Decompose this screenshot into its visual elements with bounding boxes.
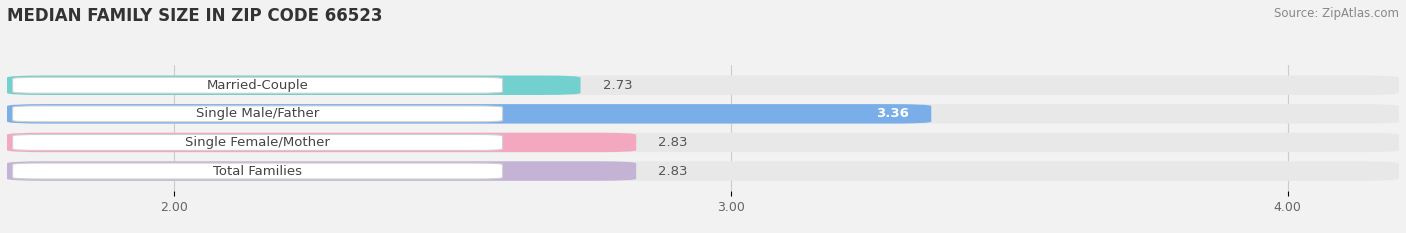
Text: Total Families: Total Families (214, 164, 302, 178)
FancyBboxPatch shape (7, 133, 1399, 152)
Text: Married-Couple: Married-Couple (207, 79, 308, 92)
Text: 2.83: 2.83 (658, 164, 688, 178)
FancyBboxPatch shape (7, 133, 636, 152)
FancyBboxPatch shape (13, 106, 502, 122)
FancyBboxPatch shape (7, 75, 1399, 95)
Text: Single Male/Father: Single Male/Father (195, 107, 319, 120)
FancyBboxPatch shape (13, 77, 502, 93)
FancyBboxPatch shape (7, 104, 931, 123)
FancyBboxPatch shape (7, 75, 581, 95)
Text: 3.36: 3.36 (876, 107, 910, 120)
Text: 2.83: 2.83 (658, 136, 688, 149)
FancyBboxPatch shape (7, 104, 1399, 123)
FancyBboxPatch shape (7, 161, 1399, 181)
Text: 2.73: 2.73 (603, 79, 633, 92)
FancyBboxPatch shape (7, 161, 636, 181)
FancyBboxPatch shape (13, 163, 502, 179)
Text: Source: ZipAtlas.com: Source: ZipAtlas.com (1274, 7, 1399, 20)
FancyBboxPatch shape (13, 134, 502, 151)
Text: MEDIAN FAMILY SIZE IN ZIP CODE 66523: MEDIAN FAMILY SIZE IN ZIP CODE 66523 (7, 7, 382, 25)
Text: Single Female/Mother: Single Female/Mother (186, 136, 330, 149)
